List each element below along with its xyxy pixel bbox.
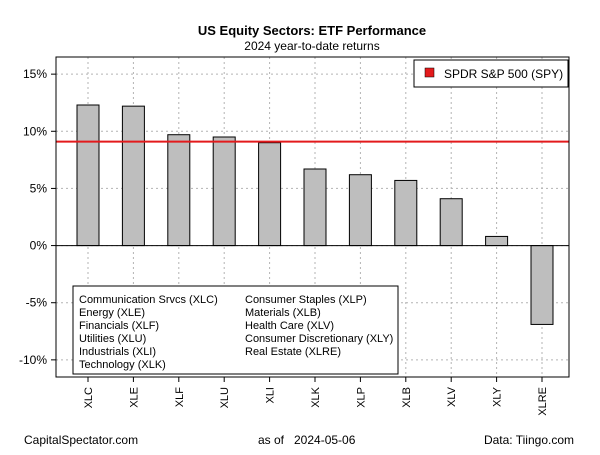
chart-title: US Equity Sectors: ETF Performance [198, 23, 426, 38]
bar-xlu [212, 136, 236, 247]
bar-xle [121, 105, 145, 247]
x-tick-label: XLI [265, 387, 277, 404]
footer-as-of-label: as of [258, 433, 285, 447]
bar-xli [258, 142, 282, 247]
x-tick-label: XLU [219, 387, 231, 408]
y-tick-label: 5% [30, 181, 48, 195]
x-tick-label: XLP [355, 387, 367, 408]
legend-swatch [424, 67, 435, 78]
sector-key-entry: Consumer Staples (XLP) [245, 294, 367, 306]
legend-label-spy: SPDR S&P 500 (SPY) [444, 67, 563, 81]
y-tick-label: -10% [19, 353, 47, 367]
sector-key-entry: Consumer Discretionary (XLY) [245, 333, 393, 345]
sector-key-entry: Energy (XLE) [79, 307, 145, 319]
sector-key: Communication Srvcs (XLC)Energy (XLE)Fin… [72, 285, 399, 375]
footer-as-of-date: 2024-05-06 [294, 433, 356, 447]
sector-key-entry: Utilities (XLU) [79, 333, 146, 345]
footer-source-left: CapitalSpectator.com [24, 433, 138, 447]
x-tick-label: XLRE [537, 387, 549, 416]
x-tick-label: XLK [310, 386, 322, 407]
sector-key-entry: Materials (XLB) [245, 307, 321, 319]
x-tick-label: XLV [446, 386, 458, 407]
sector-key-box [72, 285, 399, 375]
plot-frame [55, 56, 570, 378]
sector-key-entry: Financials (XLF) [79, 320, 159, 332]
y-tick-label: -5% [26, 296, 48, 310]
legend: SPDR S&P 500 (SPY) [413, 59, 569, 88]
y-tick-label: 15% [23, 67, 47, 81]
sector-key-entries: Communication Srvcs (XLC)Energy (XLE)Fin… [79, 294, 393, 371]
y-tick-label: 10% [23, 124, 47, 138]
bar-xlc [76, 104, 100, 247]
y-tick-label: 0% [30, 239, 48, 253]
chart-subtitle: 2024 year-to-date returns [244, 39, 379, 53]
legend-box [413, 59, 569, 88]
footer-source-right: Data: Tiingo.com [484, 433, 574, 447]
footer: CapitalSpectator.com as of 2024-05-06 Da… [24, 433, 574, 447]
x-tick-label: XLF [174, 387, 186, 407]
x-tick-label: XLY [492, 386, 504, 407]
bar-xlb [394, 179, 418, 247]
x-tick-label: XLC [83, 387, 95, 408]
bar-xlf [167, 134, 191, 247]
sector-key-entry: Communication Srvcs (XLC) [79, 294, 218, 306]
bars [76, 104, 554, 325]
x-tick-label: XLB [401, 387, 413, 408]
bar-xlk [303, 168, 327, 247]
bar-xlv [439, 198, 463, 247]
bar-xlre [530, 245, 554, 325]
sector-key-entry: Technology (XLK) [79, 359, 166, 371]
axes: 15% 10% 5% 0% -5% -10% XLC XLE XLF XLU XLI XLK XLP XL… [19, 56, 570, 416]
bar-xlp [348, 174, 372, 247]
x-tick-label: XLE [128, 387, 140, 408]
bar-xly [485, 235, 509, 247]
sector-key-entry: Health Care (XLV) [245, 320, 334, 332]
sector-key-entry: Industrials (XLI) [79, 346, 156, 358]
sector-key-entry: Real Estate (XLRE) [245, 346, 341, 358]
